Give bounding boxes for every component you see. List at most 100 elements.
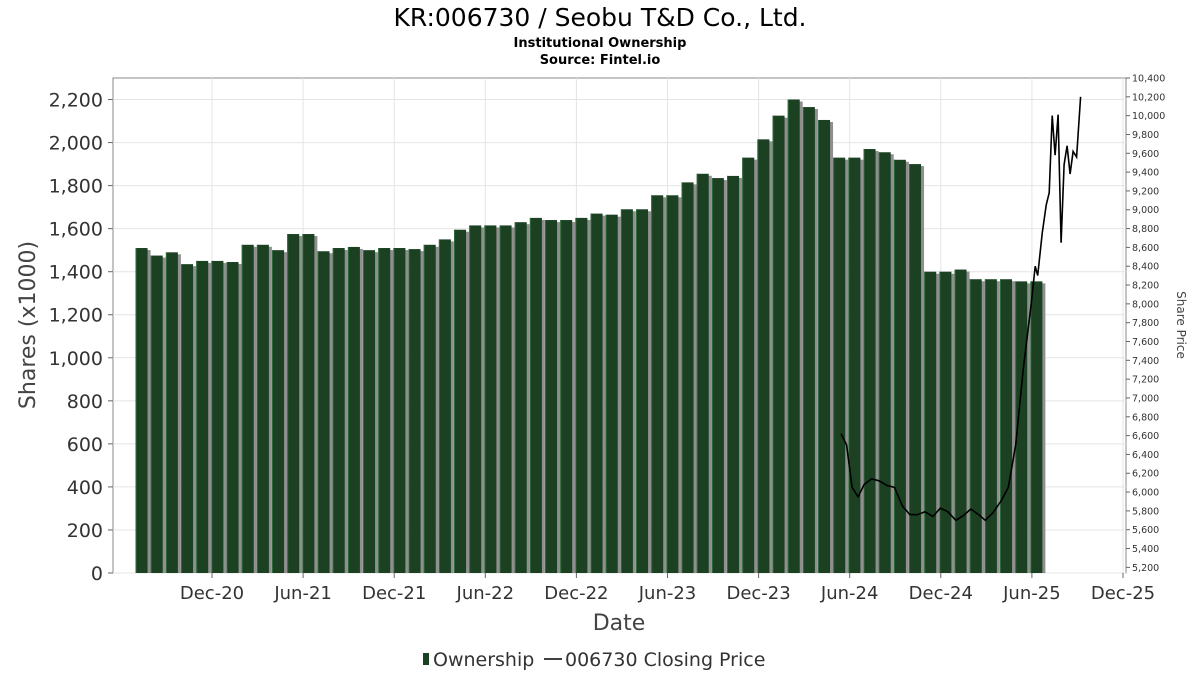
ownership-bar [969,279,982,573]
y-tick-label: 1,800 [49,176,103,198]
ownership-bar [954,269,967,573]
y2-tick-label: 7,200 [1132,375,1159,386]
ownership-bar [211,260,224,573]
ownership-bar [605,214,618,574]
ownership-bar [590,213,603,573]
y2-tick-label: 5,400 [1132,544,1159,555]
y2-tick-label: 10,200 [1132,92,1165,103]
y2-tick-label: 8,800 [1132,224,1159,235]
y-axis-ticks: 0 200 400 600 800 1,000 1,200 1,400 1,600 1,800 2,… [49,90,113,585]
ownership-bar [393,248,406,574]
y2-tick-label: 6,600 [1132,431,1159,442]
ownership-bar [984,279,997,573]
ownership-bar [727,175,740,573]
ownership-bar [302,234,315,574]
x-axis-ticks: Dec-20 Jun-21 Dec-21 Jun-22 Dec-22 Jun-23 Dec-… [180,573,1155,604]
ownership-bar [772,115,785,574]
ownership-bar [256,244,269,574]
y2-tick-label: 8,200 [1132,281,1159,292]
x-tick-label: Jun-23 [638,583,697,604]
y2-tick-label: 6,800 [1132,412,1159,423]
y2-tick-label: 10,400 [1132,74,1165,85]
price-line [840,96,1082,522]
ownership-bar [332,248,345,574]
ownership-bar [620,209,633,574]
ownership-bar [181,264,194,573]
ownership-bar [545,220,558,574]
ownership-bar [408,249,421,573]
ownership-bar [696,173,709,574]
ownership-bar [363,250,376,573]
x-tick-label: Dec-22 [544,583,608,604]
x-tick-label: Dec-21 [362,583,426,604]
y-tick-label: 1,600 [49,219,103,241]
ownership-bar [317,251,330,573]
ownership-bar [165,252,178,573]
legend: Ownership 006730 Closing Price [423,649,765,671]
ownership-bar [287,234,300,574]
x-tick-label: Jun-22 [456,583,515,604]
ownership-bar [529,217,542,574]
ownership-bar [226,262,239,573]
ownership-bar [1030,281,1043,573]
ownership-bar [742,157,755,573]
y-tick-label: 200 [67,520,103,542]
y2-tick-label: 7,000 [1132,393,1159,404]
y-tick-label: 0 [91,563,103,585]
y2-tick-label: 5,200 [1132,563,1159,574]
y2-tick-label: 8,400 [1132,262,1159,273]
ownership-bar [924,271,937,573]
ownership-bar [514,222,527,573]
y2-axis-ticks: 5,200 5,400 5,600 5,800 6,000 6,200 6,400 6,600… [1126,74,1165,574]
ownership-bar [378,248,391,574]
x-tick-label: Jun-25 [1002,583,1061,604]
y-tick-label: 600 [67,434,103,456]
x-tick-label: Dec-25 [1091,583,1155,604]
ownership-bar [135,248,148,574]
y2-tick-label: 7,600 [1132,337,1159,348]
ownership-bar [423,244,436,574]
y-tick-label: 1,200 [49,305,103,327]
ownership-bar [757,139,770,573]
ownership-bar [863,149,876,574]
y-tick-label: 400 [67,477,103,499]
ownership-bar [818,119,831,573]
ownership-bars [135,99,1046,574]
ownership-bar [666,195,679,574]
ownership-bar [787,99,800,574]
ownership-bar [347,246,360,573]
chart-subtitle: Institutional Ownership [514,36,687,51]
ownership-bar [848,157,861,573]
y2-tick-label: 9,800 [1132,130,1159,141]
y-tick-label: 2,200 [49,90,103,112]
ownership-bar [484,225,497,573]
ownership-bar [878,152,891,573]
ownership-bar [1000,279,1013,573]
ownership-bar [909,164,922,573]
legend-price-label: 006730 Closing Price [565,649,765,671]
ownership-bar [681,182,694,573]
y2-tick-label: 7,400 [1132,356,1159,367]
ownership-bar [939,271,952,573]
legend-ownership-swatch [423,653,429,665]
ownership-bar [499,225,512,573]
x-axis-label: Date [593,611,646,636]
y-axis-label: Shares (x1000) [16,241,41,409]
y2-tick-label: 6,200 [1132,469,1159,480]
x-tick-label: Dec-24 [909,583,973,604]
y-tick-label: 800 [67,391,103,413]
ownership-bar [469,225,482,573]
y-tick-label: 1,400 [49,262,103,284]
ownership-bar [802,107,815,573]
ownership-bar [833,157,846,573]
ownership-bar [1015,281,1028,573]
x-tick-label: Jun-21 [273,583,332,604]
y2-tick-label: 8,600 [1132,243,1159,254]
ownership-bar [272,250,285,573]
x-tick-label: Dec-23 [726,583,790,604]
legend-ownership-label: Ownership [433,649,534,671]
y2-tick-label: 6,000 [1132,488,1159,499]
y2-tick-label: 5,600 [1132,525,1159,536]
chart-title: KR:006730 / Seobu T&D Co., Ltd. [393,3,806,32]
